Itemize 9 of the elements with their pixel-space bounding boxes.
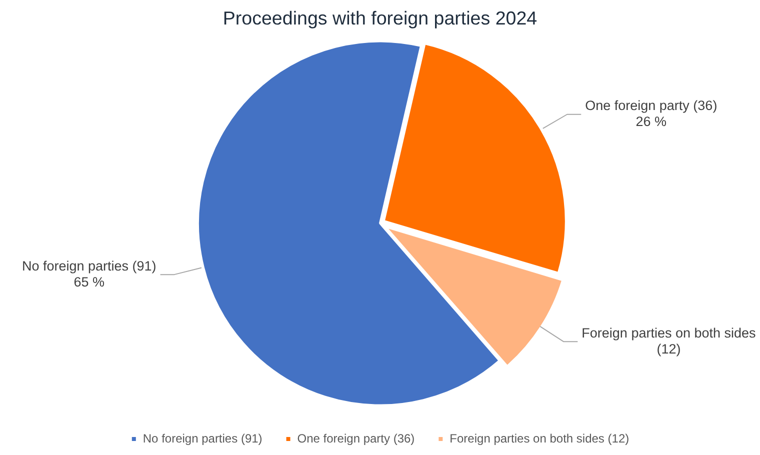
legend-label: No foreign parties (91) — [142, 431, 262, 446]
chart-title: Proceedings with foreign parties 2024 — [222, 7, 538, 28]
data-label: 26 % — [636, 114, 667, 130]
slice-label: One foreign party (36) — [585, 98, 718, 114]
legend-label: One foreign party (36) — [297, 431, 415, 446]
data-label: 65 % — [74, 274, 105, 290]
slice-label: No foreign parties (91) — [22, 258, 156, 274]
legend-label: Foreign parties on both sides (12) — [450, 431, 630, 446]
slice-label: Foreign parties on both sides (12) — [582, 325, 756, 356]
